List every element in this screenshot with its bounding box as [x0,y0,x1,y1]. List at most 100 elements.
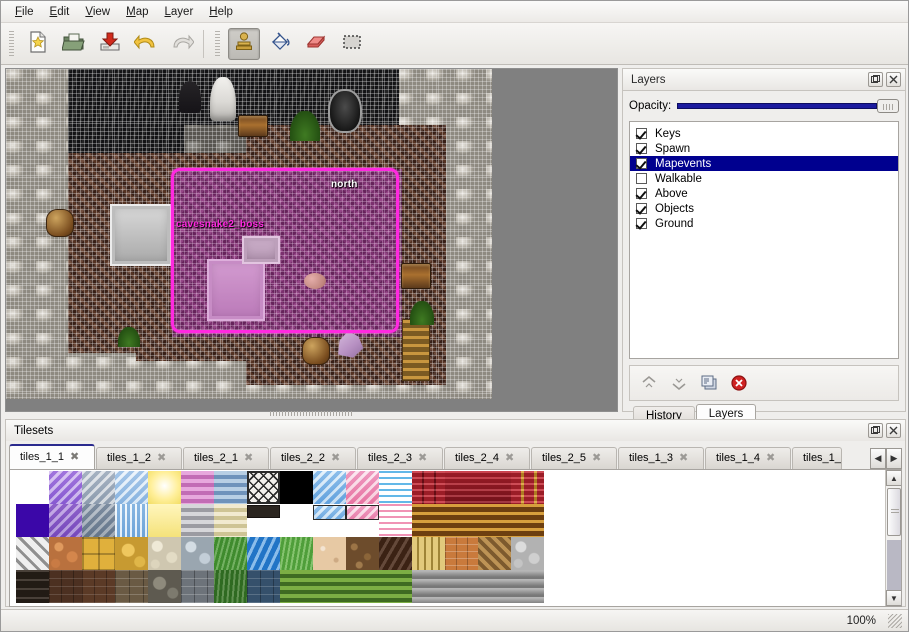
tileset-tab-tiles-2-5[interactable]: tiles_2_5 ✖ [531,447,617,469]
tile-cell[interactable] [346,537,379,570]
tile-cell[interactable] [478,537,511,570]
tile-cell[interactable] [214,537,247,570]
tileset-tab-tiles-1-partial[interactable]: tiles_1_ [792,447,842,469]
save-button[interactable] [94,28,126,60]
move-layer-up-button[interactable] [638,372,660,394]
tile-cell[interactable] [346,504,379,537]
close-icon[interactable]: ✖ [679,452,689,464]
tile-cell[interactable] [214,570,247,603]
tile-cell[interactable] [247,471,280,504]
tile-cell[interactable] [445,537,478,570]
open-button[interactable] [58,28,90,60]
tileset-tab-tiles-1-2[interactable]: tiles_1_2 ✖ [96,447,182,469]
tile-cell[interactable] [49,504,82,537]
tile-cell[interactable] [16,537,49,570]
tile-cell[interactable] [49,537,82,570]
scrollbar-track[interactable] [887,540,901,590]
tile-cell[interactable] [16,504,49,537]
map-object-purple-block[interactable] [207,259,265,321]
menu-edit[interactable]: Edit [49,5,70,18]
layer-visibility-checkbox[interactable] [636,188,647,199]
scroll-down-icon[interactable]: ▼ [886,590,901,606]
tile-cell[interactable] [82,537,115,570]
tile-cell[interactable] [280,537,313,570]
tile-cell[interactable] [412,504,445,537]
close-icon[interactable]: ✖ [418,452,428,464]
undo-button[interactable] [130,28,162,60]
layer-visibility-checkbox[interactable] [636,158,647,169]
layer-list[interactable]: Keys Spawn Mapevents Walkable Above [629,121,899,359]
tile-cell[interactable] [148,570,181,603]
tile-cell[interactable] [511,537,544,570]
map-object-stone-block[interactable] [110,204,172,266]
stamp-tool-button[interactable] [228,27,260,60]
map-event-selection[interactable] [171,168,399,333]
tile-cell[interactable] [214,471,247,504]
tile-cell[interactable] [313,504,346,537]
tileset-canvas[interactable]: ▲ ▼ [9,469,902,607]
tile-cell[interactable] [511,570,544,603]
redo-button[interactable] [166,28,198,60]
tile-cell[interactable] [379,570,412,603]
tile-cell[interactable] [379,537,412,570]
map-canvas[interactable]: cavesnake2_boss north [6,69,492,399]
float-icon[interactable] [868,423,883,438]
tile-cell[interactable] [280,471,313,504]
delete-layer-button[interactable] [728,372,750,394]
tileset-tab-tiles-2-3[interactable]: tiles_2_3 ✖ [357,447,443,469]
tile-cell[interactable] [478,504,511,537]
layer-visibility-checkbox[interactable] [636,128,647,139]
map-object-ladder[interactable] [402,319,430,381]
toolbar-grip-1[interactable] [7,30,16,57]
close-icon[interactable]: ✖ [592,452,602,464]
new-button[interactable] [22,28,54,60]
layer-item-above[interactable]: Above [630,186,898,201]
map-object-statue[interactable] [210,77,236,121]
map-viewport[interactable]: cavesnake2_boss north [5,68,618,412]
tile-grid[interactable] [10,470,885,606]
tileset-tab-scroller[interactable]: tiles_1_1 ✖ tiles_1_2 ✖ tiles_2_1 ✖ tile… [9,444,870,469]
tile-cell[interactable] [511,504,544,537]
close-icon[interactable]: ✖ [766,452,776,464]
tile-cell[interactable] [214,504,247,537]
tile-cell[interactable] [148,504,181,537]
layer-item-ground[interactable]: Ground [630,216,898,231]
tile-cell[interactable] [181,504,214,537]
tile-cell[interactable] [478,570,511,603]
close-icon[interactable]: ✖ [505,452,515,464]
tile-cell[interactable] [115,537,148,570]
tileset-tab-tiles-2-1[interactable]: tiles_2_1 ✖ [183,447,269,469]
menu-view[interactable]: View [85,5,111,18]
tile-cell[interactable] [115,570,148,603]
eraser-tool-button[interactable] [300,28,332,60]
layer-item-spawn[interactable]: Spawn [630,141,898,156]
opacity-slider[interactable] [677,98,899,114]
tile-cell[interactable] [181,570,214,603]
tileset-vertical-scrollbar[interactable]: ▲ ▼ [885,470,901,606]
tileset-tab-tiles-1-4[interactable]: tiles_1_4 ✖ [705,447,791,469]
layer-visibility-checkbox[interactable] [636,173,647,184]
tile-cell[interactable] [445,471,478,504]
tile-cell[interactable] [247,504,280,537]
tile-cell[interactable] [346,570,379,603]
tile-cell[interactable] [148,471,181,504]
layer-visibility-checkbox[interactable] [636,218,647,229]
menu-layer[interactable]: Layer [164,5,194,18]
tile-cell[interactable] [16,570,49,603]
opacity-slider-knob[interactable] [877,99,899,113]
tile-cell[interactable] [280,570,313,603]
tile-cell[interactable] [16,471,49,504]
chevron-left-icon[interactable]: ◀ [870,448,886,469]
tile-cell[interactable] [313,537,346,570]
float-icon[interactable] [868,72,883,87]
tileset-tab-tiles-1-1[interactable]: tiles_1_1 ✖ [9,444,95,469]
tile-cell[interactable] [445,570,478,603]
fill-tool-button[interactable] [264,28,296,60]
tile-cell[interactable] [379,504,412,537]
tile-cell[interactable] [412,471,445,504]
close-icon[interactable] [886,423,901,438]
tile-cell[interactable] [445,504,478,537]
tile-cell[interactable] [115,471,148,504]
chevron-right-icon[interactable]: ▶ [886,448,902,469]
close-icon[interactable]: ✖ [70,451,80,463]
